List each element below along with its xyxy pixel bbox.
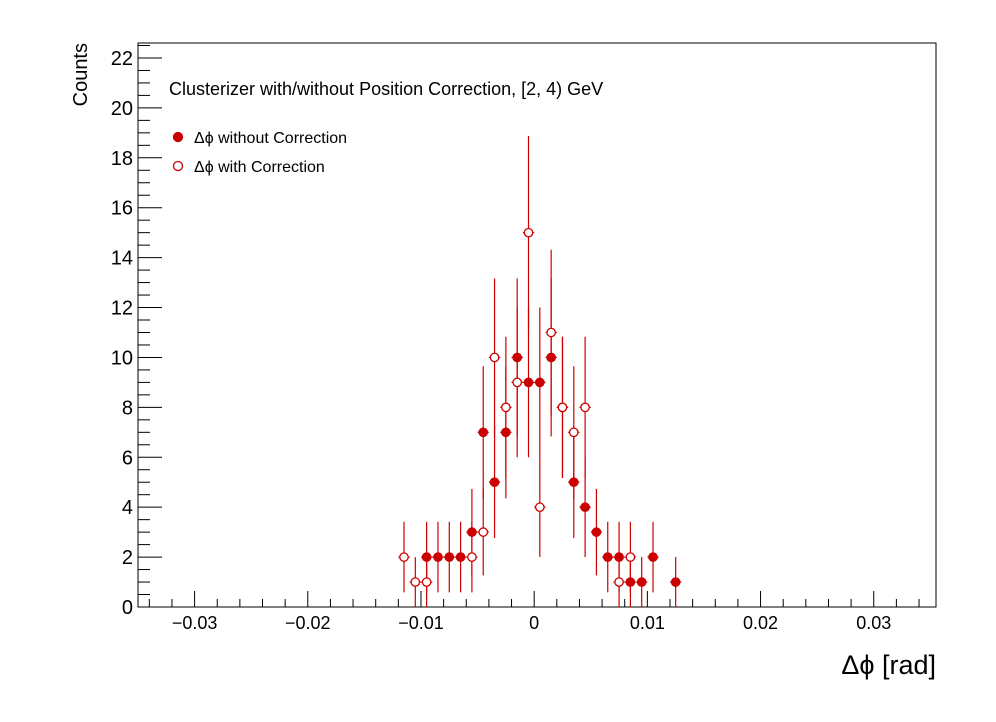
- data-point: [399, 552, 409, 562]
- y-axis-tick-labels: 0 2 4 6 8 10 12 14 16 18 20 22: [111, 48, 133, 619]
- x-tick-label: 0: [529, 613, 539, 633]
- data-point: [501, 402, 511, 413]
- data-point: [670, 577, 681, 587]
- y-tick-label: 0: [122, 597, 133, 619]
- y-tick-label: 6: [122, 447, 133, 469]
- legend-marker-without-correction: [172, 131, 184, 143]
- data-point: [534, 502, 545, 513]
- data-point: [444, 552, 455, 562]
- legend-marker-with-correction: [172, 160, 184, 172]
- y-tick-label: 8: [122, 397, 133, 419]
- data-point: [489, 477, 500, 488]
- data-point: [568, 427, 579, 438]
- data-point: [478, 527, 489, 537]
- data-point: [410, 577, 421, 587]
- data-point: [591, 527, 602, 537]
- y-axis-label: Counts: [70, 43, 92, 106]
- data-point: [580, 402, 590, 413]
- y-tick-label: 2: [122, 547, 133, 569]
- data-point: [580, 502, 590, 513]
- y-tick-label: 18: [111, 148, 133, 170]
- data-point: [512, 377, 523, 388]
- x-tick-label: 0.01: [630, 613, 665, 633]
- x-tick-label: 0.03: [856, 613, 891, 633]
- x-tick-label: −0.03: [172, 613, 218, 633]
- x-axis-label: Δϕ [rad]: [841, 650, 936, 680]
- y-axis-ticks: [138, 44, 162, 608]
- x-tick-label: 0.02: [743, 613, 778, 633]
- y-tick-label: 12: [111, 298, 133, 320]
- y-tick-label: 4: [122, 497, 133, 519]
- data-point: [421, 577, 432, 587]
- legend-label-without-correction: Δϕ without Correction: [194, 130, 347, 147]
- data-point: [523, 377, 534, 388]
- y-tick-label: 22: [111, 48, 133, 70]
- data-point: [648, 552, 658, 562]
- x-axis-tick-labels: −0.03 −0.02 −0.01 0 0.01 0.02 0.03: [172, 613, 891, 633]
- data-point: [534, 377, 545, 388]
- data-point: [455, 552, 466, 562]
- y-tick-label: 20: [111, 98, 133, 120]
- data-point: [489, 352, 500, 363]
- legend: Δϕ without Correction Δϕ with Correction: [172, 130, 347, 176]
- data-point: [636, 577, 647, 587]
- x-tick-label: −0.02: [285, 613, 331, 633]
- data-point: [557, 402, 568, 413]
- data-point: [467, 552, 477, 562]
- y-tick-label: 14: [111, 248, 133, 270]
- data-point: [614, 577, 624, 587]
- data-series: [398, 136, 682, 607]
- data-point: [433, 552, 443, 562]
- y-tick-label: 16: [111, 198, 133, 220]
- x-tick-label: −0.01: [398, 613, 444, 633]
- series-with-correction: [398, 136, 637, 607]
- data-point: [602, 552, 613, 562]
- data-point: [478, 427, 489, 438]
- x-axis-ticks: [148, 591, 920, 607]
- legend-label-with-correction: Δϕ with Correction: [194, 159, 325, 176]
- data-point: [523, 227, 534, 238]
- plot-frame: [137, 42, 937, 608]
- chart-title: Clusterizer with/without Position Correc…: [169, 79, 603, 99]
- data-point: [625, 552, 636, 562]
- y-tick-label: 10: [111, 347, 133, 369]
- data-point: [546, 327, 556, 338]
